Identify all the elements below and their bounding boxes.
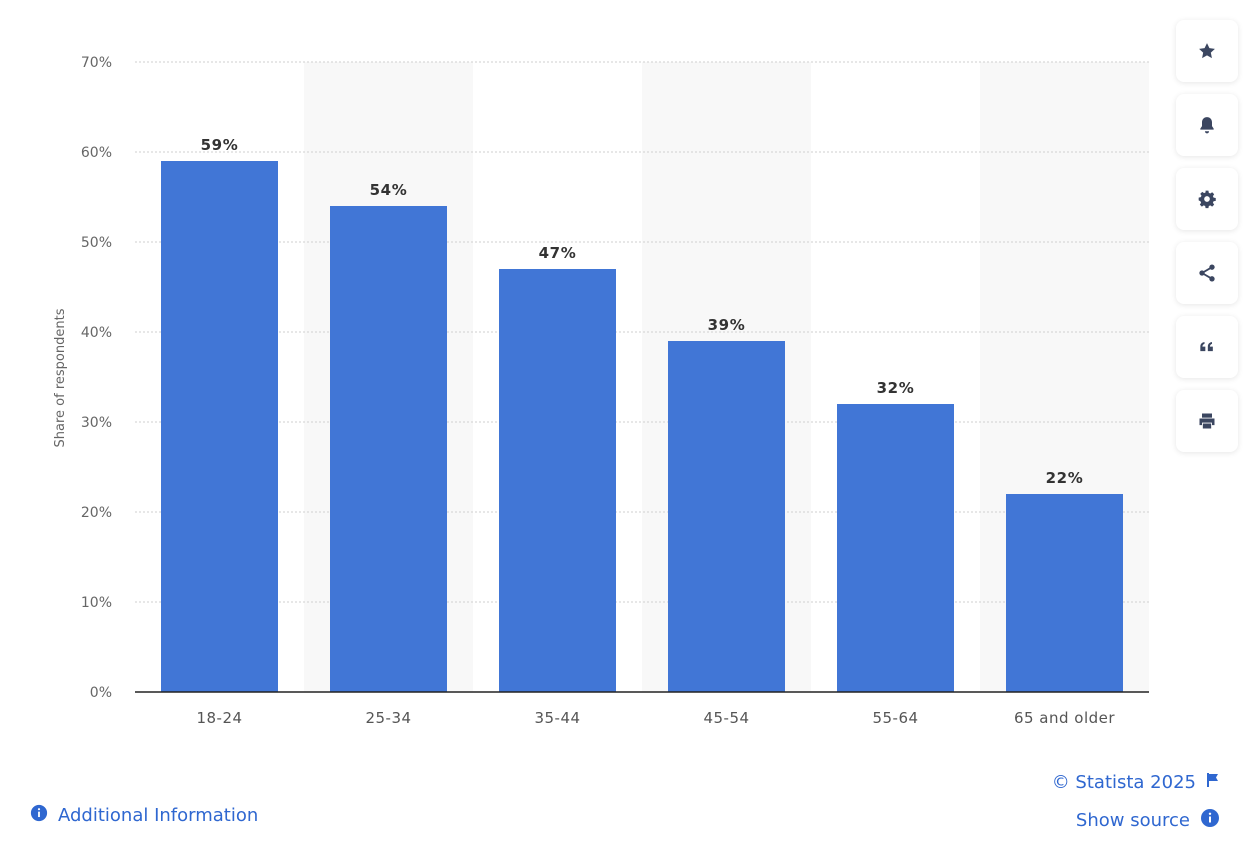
bar[interactable] [668, 341, 785, 692]
flag-icon[interactable] [1206, 772, 1220, 793]
info-icon [30, 804, 48, 827]
bar[interactable] [837, 404, 954, 692]
x-axis-ticks: 18-24 25-34 35-44 45-54 55-64 65 and older [196, 709, 1115, 727]
y-tick-label: 10% [81, 595, 112, 611]
additional-information-link[interactable]: Additional Information [30, 804, 258, 827]
value-labels: 59% 54% 47% 39% 32% 22% [201, 136, 1084, 487]
notification-button[interactable] [1176, 94, 1238, 156]
bar[interactable] [499, 269, 616, 692]
copyright-text[interactable]: © Statista 2025 [1051, 771, 1196, 793]
gridlines [135, 61, 1149, 603]
gear-icon [1197, 189, 1217, 209]
data-label: 54% [370, 181, 408, 199]
bar[interactable] [1006, 494, 1123, 692]
y-tick-label: 50% [81, 235, 112, 251]
chart-footer-links: © Statista 2025 Show source [1052, 768, 1220, 834]
y-axis-ticks: 0% 10% 20% 30% 40% 50% 60% 70% [81, 55, 112, 701]
data-label: 39% [708, 316, 746, 334]
x-tick-label: 18-24 [196, 709, 242, 727]
info-icon[interactable] [1200, 808, 1220, 833]
data-label: 47% [539, 244, 577, 262]
bar-chart: 0% 10% 20% 30% 40% 50% 60% 70% 59% 54% 47% 39% 32% 2… [53, 55, 1149, 727]
show-source-link[interactable]: Show source [1075, 809, 1190, 831]
additional-information-label[interactable]: Additional Information [58, 805, 259, 826]
x-tick-label: 65 and older [1014, 709, 1115, 727]
favorite-button[interactable] [1176, 20, 1238, 82]
x-tick-label: 25-34 [365, 709, 411, 727]
x-tick-label: 55-64 [872, 709, 918, 727]
star-icon [1197, 41, 1217, 61]
data-label: 32% [877, 379, 915, 397]
y-tick-label: 70% [81, 55, 112, 71]
y-axis-title: Share of respondents [53, 308, 68, 447]
bar[interactable] [161, 161, 278, 692]
show-source-row[interactable]: Show source [1052, 806, 1220, 834]
x-tick-label: 45-54 [703, 709, 749, 727]
copyright-row[interactable]: © Statista 2025 [1052, 768, 1220, 796]
bell-icon [1197, 115, 1217, 135]
y-tick-label: 40% [81, 325, 112, 341]
y-tick-label: 60% [81, 145, 112, 161]
bar[interactable] [330, 206, 447, 692]
y-tick-label: 0% [90, 685, 112, 701]
cite-button[interactable] [1176, 316, 1238, 378]
y-tick-label: 20% [81, 505, 112, 521]
bars [161, 161, 1123, 692]
side-toolbar [1176, 20, 1238, 452]
y-tick-label: 30% [81, 415, 112, 431]
data-label: 59% [201, 136, 239, 154]
share-button[interactable] [1176, 242, 1238, 304]
x-tick-label: 35-44 [534, 709, 580, 727]
print-icon [1197, 411, 1217, 431]
data-label: 22% [1046, 469, 1084, 487]
print-button[interactable] [1176, 390, 1238, 452]
quote-icon [1197, 337, 1217, 357]
share-icon [1197, 263, 1217, 283]
settings-button[interactable] [1176, 168, 1238, 230]
